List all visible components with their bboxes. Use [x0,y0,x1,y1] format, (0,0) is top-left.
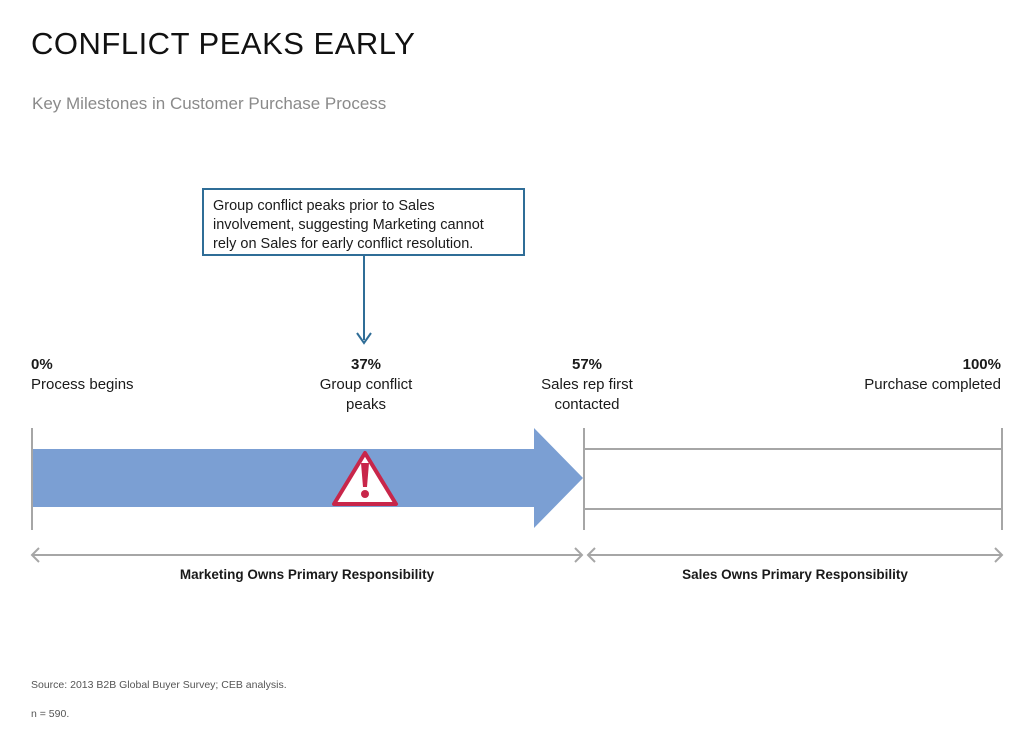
milestone-label: contacted [554,396,620,413]
warning-triangle-icon [332,451,398,506]
source-note: Source: 2013 B2B Global Buyer Survey; CE… [31,679,287,691]
milestone-37: 37% Group conflict peaks [296,355,436,415]
milestone-label: Process begins [31,376,134,393]
milestone-57: 57% Sales rep first contacted [517,355,657,415]
callout-line: rely on Sales for early conflict resolut… [213,236,474,252]
milestone-percent: 0% [31,356,53,373]
milestone-label: peaks [345,396,387,413]
milestone-percent: 37% [350,356,382,373]
milestone-percent: 57% [571,356,603,373]
marketing-phase-arrow [33,428,583,528]
page-subtitle: Key Milestones in Customer Purchase Proc… [32,94,387,113]
milestone-100: 100% Purchase completed [864,355,1001,395]
marketing-responsibility-label: Marketing Owns Primary Responsibility [179,567,435,582]
callout-line: involvement, suggesting Marketing cannot [213,217,484,233]
milestone-label: Sales rep first [541,376,633,393]
milestone-label: Group conflict [319,376,413,393]
milestone-percent: 100% [962,356,1001,373]
milestone-label: Purchase completed [864,376,1001,393]
callout-box: Group conflict peaks prior to Sales invo… [202,188,525,256]
sales-span-arrow [586,547,1004,563]
milestone-0: 0% Process begins [31,355,134,395]
sales-responsibility-label: Sales Owns Primary Responsibility [682,567,908,582]
sample-size-note: n = 590. [31,708,70,720]
page-title: CONFLICT PEAKS EARLY [31,26,416,61]
callout-line: Group conflict peaks prior to Sales [213,198,435,214]
callout-pointer-arrowhead [356,332,372,345]
marketing-span-arrow [30,547,584,563]
